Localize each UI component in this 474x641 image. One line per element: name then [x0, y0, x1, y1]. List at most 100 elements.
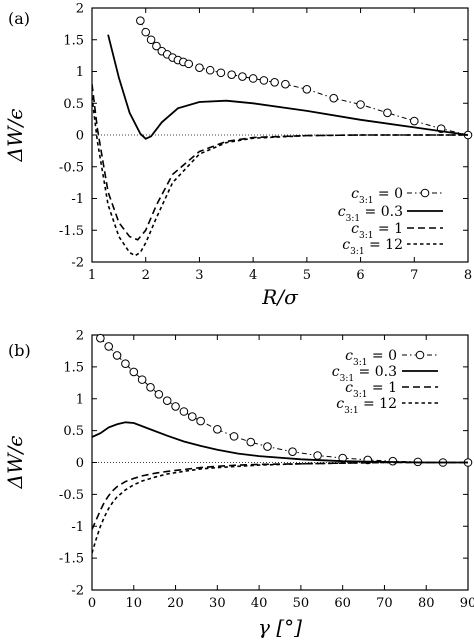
series-point: [184, 59, 193, 69]
panel-b: 0 10 20 30 40 50 60 70 80 90 -2 -1.5 -1 -0.5 0 0.5 1 1.5 2…: [3, 329, 474, 640]
y-axis-label: ΔW/ϵ: [3, 436, 27, 490]
y-tick-label: 1.5: [63, 360, 84, 375]
series-point: [187, 412, 197, 421]
y-tick-label: 1: [76, 65, 84, 80]
series-point: [171, 402, 180, 411]
series-point: [409, 116, 419, 126]
series-point: [213, 425, 222, 434]
y-tick-label: 0: [76, 456, 84, 471]
series-point: [112, 351, 122, 360]
y-tick-label: -1: [71, 520, 84, 535]
panel-a: 1 2 3 4 5 6 7 8 -2 -1.5 -1 -0.5 0 0.5 1 1.5 2 (a) ΔW/ϵ R/σ c…: [3, 2, 473, 309]
y-tick-label: 0.5: [63, 424, 84, 439]
y-tick-label: -1.5: [59, 552, 84, 567]
series-point: [96, 333, 105, 343]
legend-entry-label: c3:1 = 12: [342, 237, 403, 257]
x-axis-label: R/σ: [261, 285, 299, 309]
x-tick-label: 30: [209, 596, 226, 611]
x-tick-label: 3: [195, 268, 203, 283]
x-tick-label: 0: [88, 596, 96, 611]
legend-entry-label: c3:1 = 0.3: [332, 364, 397, 384]
series-line-0: [139, 20, 468, 136]
x-tick-label: 7: [410, 268, 418, 283]
y-tick-label: 2: [76, 329, 84, 344]
series-point: [104, 342, 114, 351]
series-point: [146, 35, 156, 45]
series-line-3: [92, 461, 468, 554]
legend-entry-label: c3:1 = 0: [345, 348, 397, 368]
series-point: [329, 93, 339, 103]
series-point: [162, 396, 172, 405]
series-point: [281, 79, 290, 89]
series-point: [205, 65, 215, 75]
x-tick-label: 10: [126, 596, 143, 611]
x-tick-label: 80: [418, 596, 435, 611]
y-tick-label: -0.5: [59, 160, 84, 175]
y-tick-label: 0: [76, 129, 84, 144]
series-line-3: [92, 96, 468, 257]
x-tick-label: 40: [251, 596, 268, 611]
y-tick-label: 0.5: [63, 97, 84, 112]
y-tick-label: 1.5: [63, 33, 84, 48]
series-point: [227, 70, 236, 79]
series-point: [152, 41, 161, 51]
x-tick-label: 1: [88, 268, 96, 283]
x-tick-label: 70: [376, 596, 393, 611]
legend-entry-label: c3:1 = 1: [345, 380, 397, 400]
series-point: [383, 108, 392, 118]
x-axis-label: γ [°]: [258, 615, 302, 639]
series-point: [302, 84, 312, 94]
y-tick-label: -0.5: [59, 488, 84, 503]
y-axis-label: ΔW/ϵ: [3, 109, 27, 163]
series-point: [248, 74, 258, 83]
series-point: [229, 432, 239, 441]
x-tick-label: 20: [167, 596, 184, 611]
panel-label: (a): [8, 9, 30, 28]
legend-entry-label: c3:1 = 1: [351, 221, 403, 241]
series-point: [238, 72, 247, 81]
series-point: [270, 77, 279, 87]
y-tick-label: -2: [71, 256, 84, 271]
series-line-1: [107, 34, 468, 140]
series-point: [179, 407, 189, 416]
y-tick-label: 1: [76, 392, 84, 407]
series-point: [195, 63, 204, 72]
series-point: [313, 451, 322, 460]
series-point: [288, 447, 297, 456]
series-line-2: [92, 84, 468, 241]
series-point: [216, 68, 226, 78]
series-line-1: [92, 421, 468, 464]
x-tick-label: 2: [142, 268, 150, 283]
series-point: [246, 437, 256, 447]
legend-sample-marker: [420, 188, 430, 198]
series-point: [356, 100, 365, 109]
legend-entry-label: c3:1 = 12: [336, 396, 397, 416]
legend-entry-label: c3:1 = 0.3: [338, 204, 403, 224]
series-point: [263, 442, 272, 451]
y-tick-label: -1: [71, 192, 84, 207]
series-point: [136, 16, 145, 26]
series-line-2: [92, 461, 468, 530]
x-tick-label: 6: [356, 268, 364, 283]
x-tick-label: 5: [303, 268, 311, 283]
series-point: [121, 359, 130, 368]
series-point: [137, 375, 147, 384]
panel-label: (b): [8, 341, 31, 360]
y-tick-label: 2: [76, 2, 84, 17]
x-tick-label: 4: [249, 268, 257, 283]
y-tick-label: -1.5: [59, 224, 84, 239]
y-tick-label: -2: [71, 584, 84, 599]
series-point: [146, 382, 155, 392]
x-tick-label: 90: [460, 596, 474, 611]
legend-sample-marker: [415, 350, 425, 360]
series-line-0: [100, 337, 468, 463]
x-tick-label: 50: [293, 596, 310, 611]
legend-entry-label: c3:1 = 0: [351, 186, 403, 206]
x-tick-label: 60: [334, 596, 351, 611]
series-point: [196, 416, 205, 426]
series-point: [129, 367, 139, 377]
x-tick-label: 8: [464, 268, 472, 283]
series-point: [141, 27, 151, 37]
series-point: [259, 76, 269, 85]
